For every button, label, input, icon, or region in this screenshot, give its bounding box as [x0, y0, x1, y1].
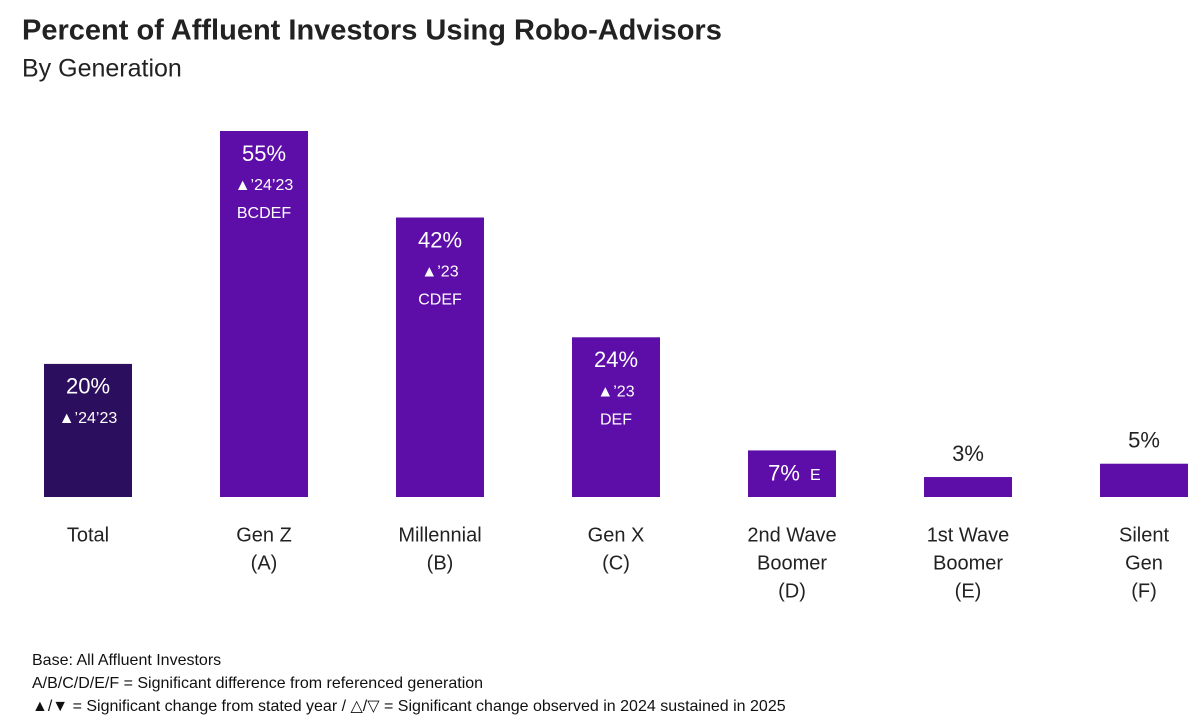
- bar: [44, 363, 132, 497]
- footnote: ▲/▼ = Significant change from stated yea…: [32, 698, 786, 715]
- significance-note: BCDEF: [237, 205, 291, 222]
- x-tick-label: Total: [67, 524, 109, 546]
- significance-note: DEF: [600, 412, 632, 429]
- significance-note: ▲’24’23: [59, 410, 118, 427]
- x-tick-label: (A): [251, 552, 278, 574]
- x-tick-label: Boomer: [757, 552, 827, 574]
- x-tick-label: Gen Z: [236, 524, 292, 546]
- bar: [924, 477, 1012, 497]
- value-label: 20%: [66, 374, 110, 399]
- bar: [220, 131, 308, 497]
- x-tick-label: Boomer: [933, 552, 1003, 574]
- x-tick-label: (E): [955, 580, 982, 602]
- x-tick-label: Gen X: [588, 524, 645, 546]
- value-label: 7%: [768, 461, 800, 486]
- bar: [396, 217, 484, 497]
- x-tick-label: 1st Wave: [927, 524, 1010, 546]
- x-tick-label: Gen: [1125, 552, 1163, 574]
- value-label: 5%: [1128, 428, 1160, 453]
- bar: [1100, 463, 1188, 497]
- significance-note: ▲’24’23: [235, 177, 294, 194]
- footnote: Base: All Affluent Investors: [32, 652, 221, 669]
- x-tick-label: Silent: [1119, 524, 1169, 546]
- significance-note: E: [810, 467, 821, 484]
- x-tick-label: Millennial: [398, 524, 481, 546]
- chart-subtitle: By Generation: [22, 55, 182, 83]
- footnote: A/B/C/D/E/F = Significant difference fro…: [32, 675, 483, 692]
- value-label: 24%: [594, 347, 638, 372]
- x-tick-label: (C): [602, 552, 630, 574]
- x-tick-label: 2nd Wave: [747, 524, 836, 546]
- bar: [572, 337, 660, 497]
- x-tick-label: (D): [778, 580, 806, 602]
- significance-note: ▲’23: [421, 264, 458, 281]
- value-label: 3%: [952, 441, 984, 466]
- value-label: 55%: [242, 141, 286, 166]
- significance-note: CDEF: [418, 292, 462, 309]
- significance-note: ▲’23: [597, 384, 634, 401]
- x-tick-label: (B): [427, 552, 454, 574]
- value-label: 42%: [418, 227, 462, 252]
- bar: [748, 450, 836, 497]
- x-tick-label: (F): [1131, 580, 1157, 602]
- chart-title: Percent of Affluent Investors Using Robo…: [22, 15, 722, 47]
